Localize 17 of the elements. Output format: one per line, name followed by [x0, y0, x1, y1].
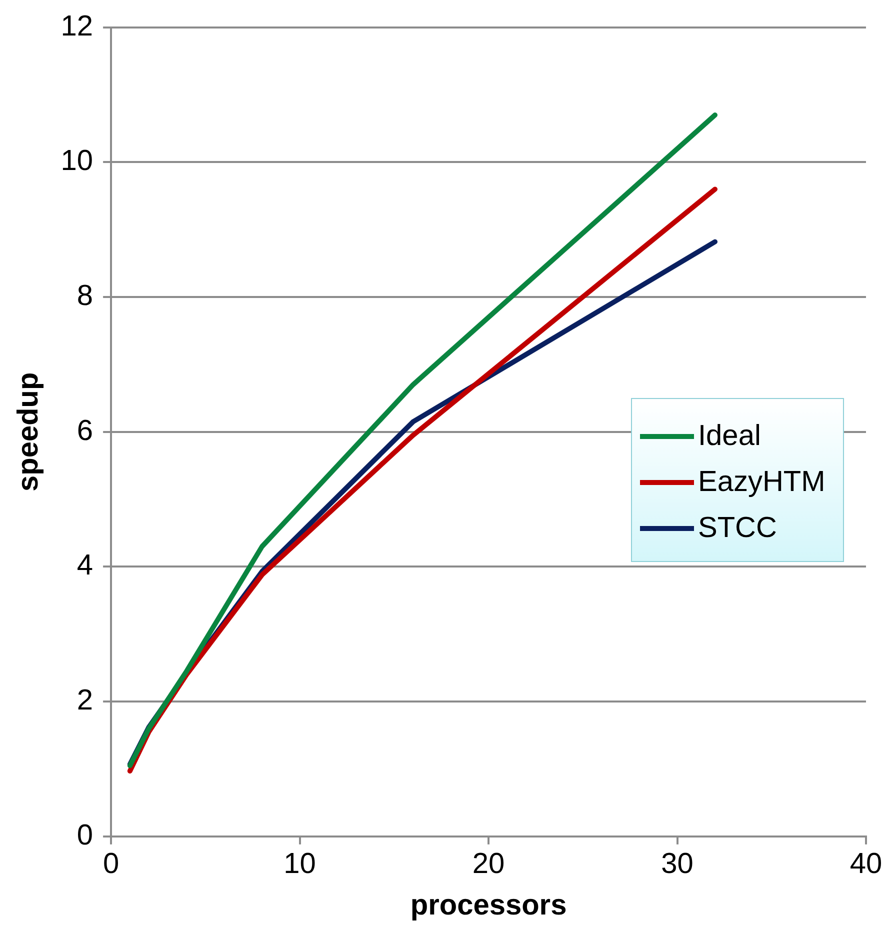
x-tick-label: 40	[850, 848, 882, 880]
x-tick-label: 20	[472, 848, 505, 880]
legend-label: Ideal	[698, 420, 761, 453]
x-tick-label: 30	[661, 848, 694, 880]
legend-label: STCC	[698, 512, 777, 545]
y-tick-label: 8	[76, 280, 94, 312]
y-tick-label: 10	[60, 145, 94, 178]
y-axis-title: speedup	[12, 372, 44, 492]
x-tick-label: 10	[284, 848, 316, 880]
y-tick-label: 2	[76, 684, 94, 717]
y-tick-label: 0	[76, 819, 94, 852]
y-tick-label: 12	[60, 10, 94, 42]
y-tick-label: 6	[76, 414, 94, 447]
x-tick-label: 0	[102, 848, 120, 880]
legend-label: EazyHTM	[698, 466, 826, 499]
x-axis-title: processors	[410, 890, 567, 922]
y-tick-label: 4	[76, 550, 94, 582]
